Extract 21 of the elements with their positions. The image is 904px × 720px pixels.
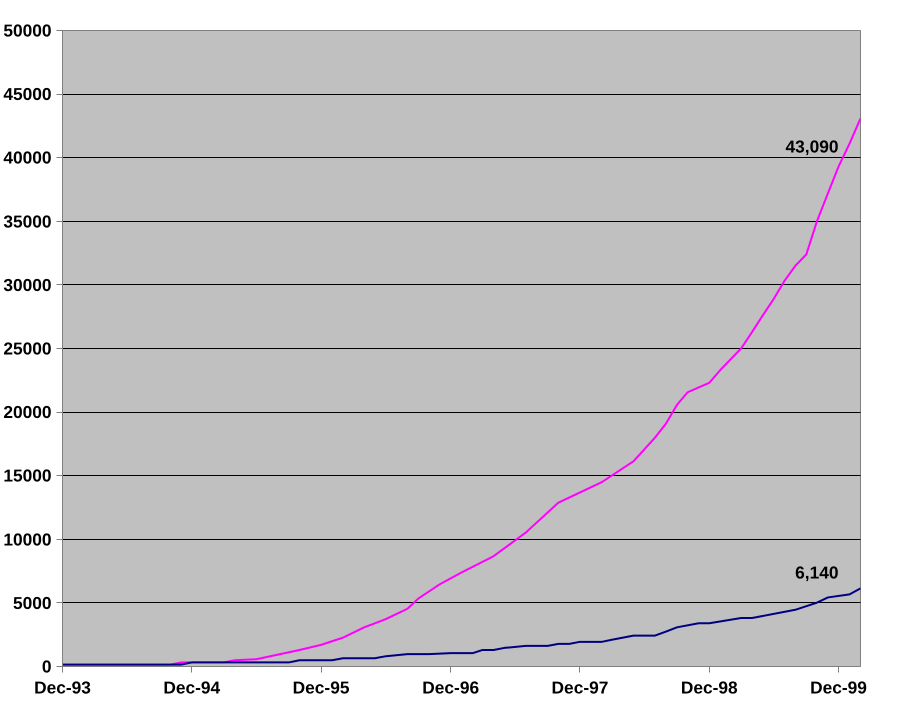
x-tick-label: Dec-96 (422, 678, 480, 698)
y-tick-label: 25000 (3, 338, 52, 358)
y-tick-label: 35000 (3, 211, 52, 232)
y-tick-label: 20000 (3, 402, 52, 422)
line-series (62, 587, 860, 666)
x-tick-label: Dec-95 (292, 678, 350, 698)
y-tick-label: 10000 (3, 529, 52, 550)
y-tick-label: 50000 (3, 20, 52, 40)
y-tick-label: 0 (42, 656, 52, 676)
y-tick-label: 30000 (3, 274, 52, 295)
y-tick-label: 45000 (3, 84, 52, 104)
x-tick-label: Dec-94 (163, 678, 221, 698)
y-tick-label: 5000 (12, 592, 52, 613)
annotation: 43,090 (786, 136, 838, 156)
annotation: 6,140 (795, 562, 839, 582)
y-tick-label: 15000 (3, 466, 52, 486)
x-tick-label: Dec-97 (552, 678, 608, 698)
y-tick-label: 40000 (3, 148, 52, 168)
x-tick-label: Dec-98 (680, 678, 738, 698)
x-tick-label: Dec-93 (34, 678, 92, 698)
x-tick-label: Dec-99 (810, 678, 867, 698)
